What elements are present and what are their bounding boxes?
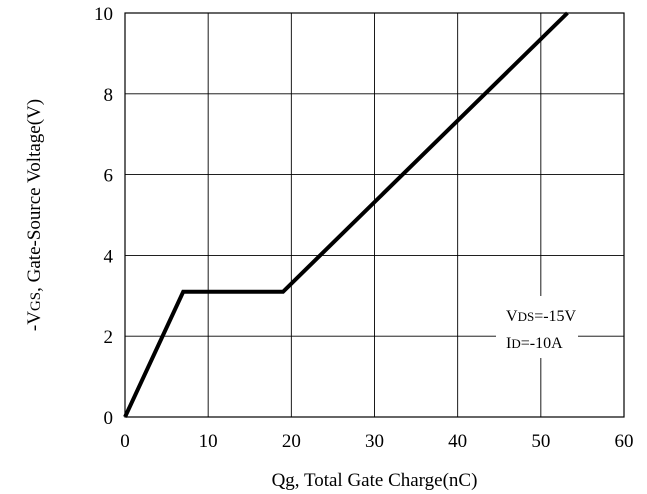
y-axis-label-prefix: -V [24, 311, 45, 331]
series-line-0 [123, 11, 569, 418]
annotation-id: ID=-10A [506, 335, 563, 352]
annotation-id-main: I [506, 335, 511, 352]
annotation-id-sub: D [511, 336, 520, 351]
annotation-vds-main: V [506, 308, 518, 325]
y-tick-labels: 0 2 4 6 8 10 [94, 4, 114, 429]
y-tick-label: 0 [104, 408, 114, 429]
plot-frame [124, 12, 625, 418]
x-tick-label: 20 [282, 431, 301, 452]
series-layer [123, 11, 569, 418]
y-tick-label: 4 [104, 246, 114, 267]
y-tick-label: 8 [104, 85, 114, 106]
annotation-vds-rest: =-15V [534, 308, 576, 325]
x-tick-labels: 0 10 20 30 40 50 60 [120, 431, 633, 452]
y-axis-label: -VGS, Gate-Source Voltage(V) [24, 99, 45, 331]
y-axis-label-rest: , Gate-Source Voltage(V) [24, 99, 45, 292]
x-tick-label: 0 [120, 431, 130, 452]
x-tick-label: 60 [615, 431, 634, 452]
x-axis-label: Qg, Total Gate Charge(nC) [272, 470, 478, 491]
annotation-id-rest: =-10A [521, 335, 563, 352]
x-tick-label: 40 [448, 431, 467, 452]
y-tick-label: 10 [94, 4, 113, 25]
y-tick-label: 2 [104, 327, 114, 348]
y-tick-label: 6 [104, 166, 114, 187]
x-tick-label: 30 [365, 431, 384, 452]
annotation-box [496, 296, 578, 358]
annotation-vds: VDS=-15V [506, 308, 577, 325]
annotation-vds-sub: DS [518, 309, 535, 324]
x-tick-label: 10 [199, 431, 218, 452]
x-tick-label: 50 [531, 431, 550, 452]
y-axis-label-sub: GS [28, 292, 44, 311]
grid [125, 13, 624, 417]
